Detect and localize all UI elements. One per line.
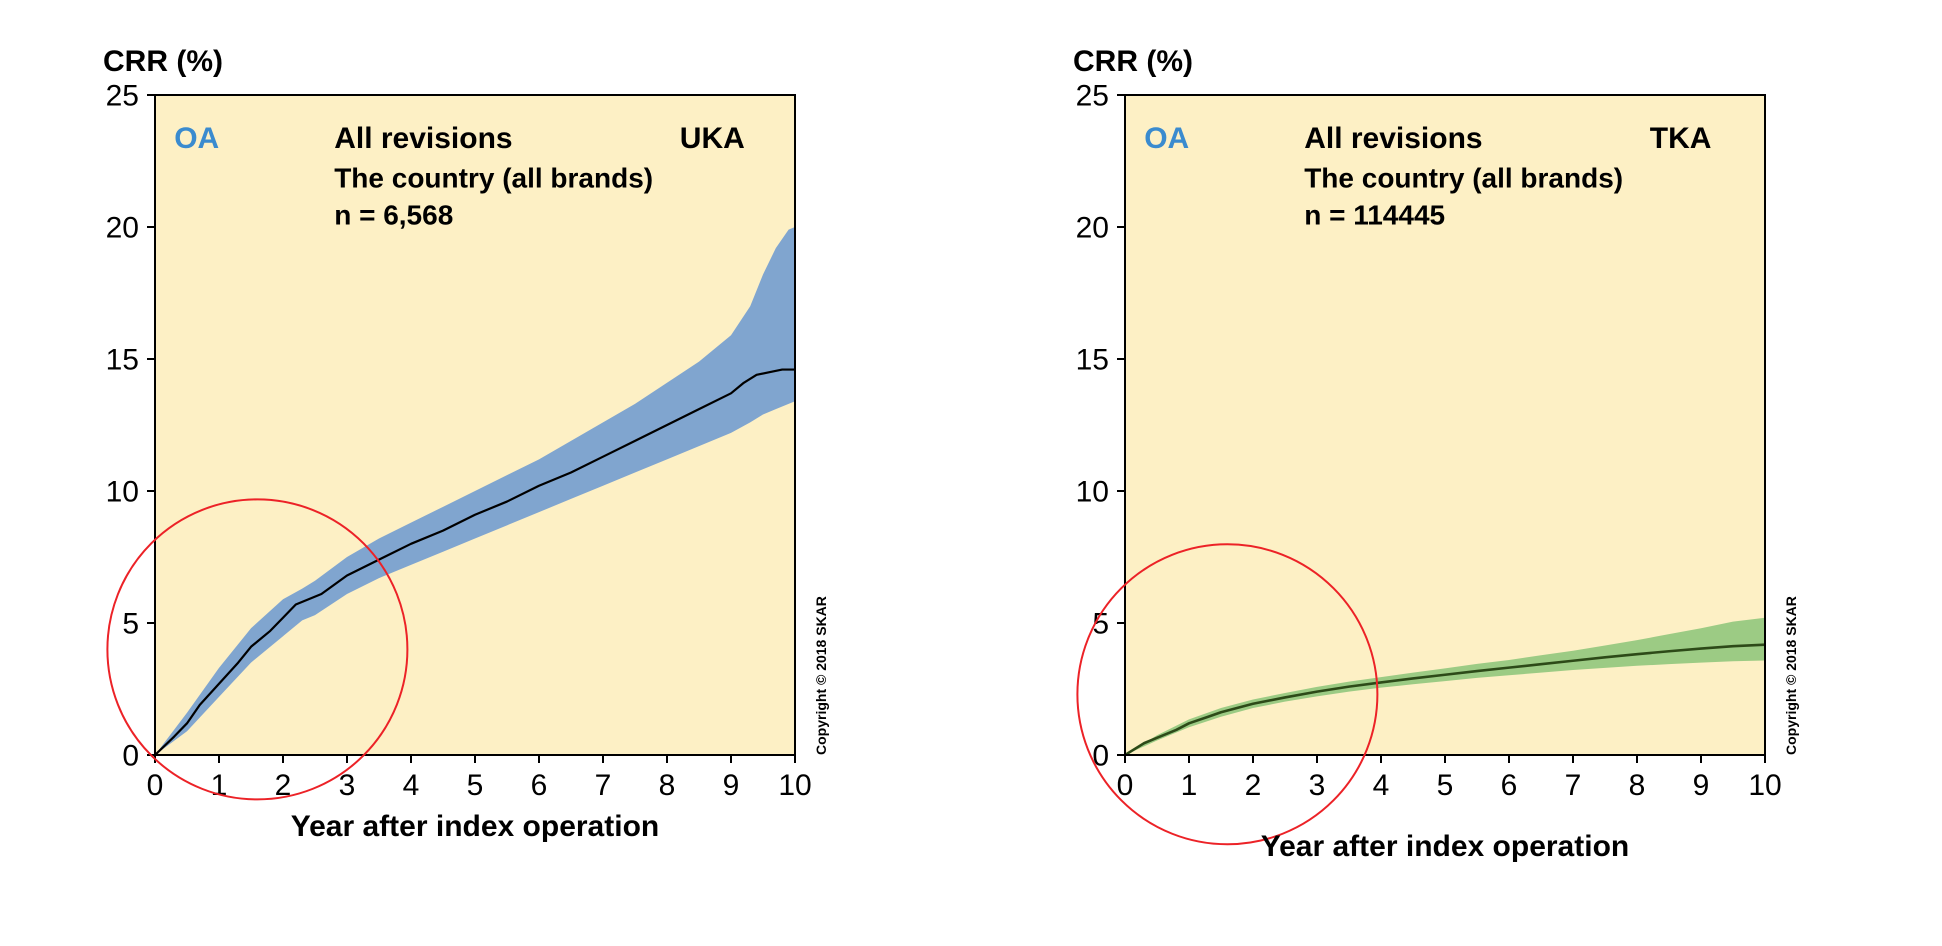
- x-axis-label: Year after index operation: [155, 810, 795, 844]
- x-tick-label: 7: [595, 769, 612, 802]
- x-tick-label: 10: [1748, 769, 1781, 802]
- copyright-text: Copyright © 2018 SKAR: [813, 596, 829, 755]
- annot-title-2: The country (all brands): [334, 162, 653, 193]
- plot-svg: 0123456789100510152025OAAll revisionsUKA…: [95, 85, 825, 815]
- x-tick-label: 8: [659, 769, 676, 802]
- y-tick-label: 10: [1076, 476, 1109, 509]
- annot-corner: UKA: [680, 122, 745, 155]
- x-tick-label: 3: [1309, 769, 1326, 802]
- x-tick-label: 8: [1629, 769, 1646, 802]
- y-tick-label: 15: [106, 344, 139, 377]
- y-tick-label: 5: [122, 608, 139, 641]
- x-tick-label: 1: [1181, 769, 1198, 802]
- x-tick-label: 9: [1693, 769, 1710, 802]
- y-tick-label: 0: [1092, 740, 1109, 773]
- page: CRR (%)0123456789100510152025OAAll revis…: [0, 0, 1942, 946]
- chart-tka: CRR (%)0123456789100510152025OAAll revis…: [1065, 45, 1845, 885]
- y-tick-label: 25: [106, 80, 139, 113]
- annot-oa: OA: [1144, 122, 1189, 155]
- annot-oa: OA: [174, 122, 219, 155]
- x-tick-label: 6: [531, 769, 548, 802]
- x-axis-label: Year after index operation: [1125, 830, 1765, 864]
- x-tick-label: 7: [1565, 769, 1582, 802]
- y-axis-label: CRR (%): [103, 45, 223, 79]
- x-tick-label: 9: [723, 769, 740, 802]
- x-tick-label: 4: [403, 769, 420, 802]
- y-tick-label: 25: [1076, 80, 1109, 113]
- x-tick-label: 10: [778, 769, 811, 802]
- y-tick-label: 20: [106, 212, 139, 245]
- x-tick-label: 0: [147, 769, 164, 802]
- annot-title-3: n = 6,568: [334, 199, 453, 230]
- annot-title-1: All revisions: [1304, 122, 1482, 155]
- copyright-text: Copyright © 2018 SKAR: [1783, 596, 1799, 755]
- annot-title-1: All revisions: [334, 122, 512, 155]
- y-tick-label: 15: [1076, 344, 1109, 377]
- y-tick-label: 20: [1076, 212, 1109, 245]
- annot-title-2: The country (all brands): [1304, 162, 1623, 193]
- x-tick-label: 1: [211, 769, 228, 802]
- x-tick-label: 6: [1501, 769, 1518, 802]
- y-tick-label: 10: [106, 476, 139, 509]
- y-axis-label: CRR (%): [1073, 45, 1193, 79]
- x-tick-label: 4: [1373, 769, 1390, 802]
- annot-corner: TKA: [1650, 122, 1712, 155]
- annot-title-3: n = 114445: [1304, 199, 1445, 230]
- chart-uka: CRR (%)0123456789100510152025OAAll revis…: [95, 45, 875, 885]
- x-tick-label: 5: [467, 769, 484, 802]
- x-tick-label: 5: [1437, 769, 1454, 802]
- y-tick-label: 0: [122, 740, 139, 773]
- plot-svg: 0123456789100510152025OAAll revisionsTKA…: [1065, 85, 1795, 815]
- x-tick-label: 2: [1245, 769, 1262, 802]
